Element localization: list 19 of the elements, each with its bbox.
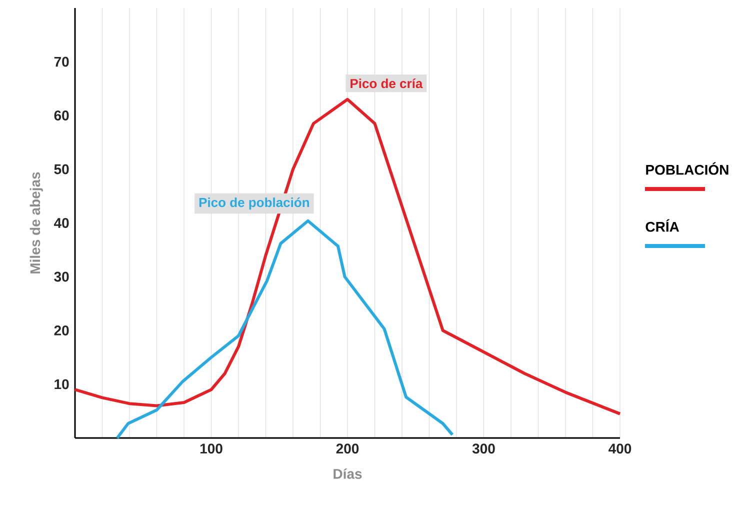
y-tick-label: 20 (54, 326, 69, 336)
x-tick-label: 300 (472, 444, 495, 454)
x-tick-label: 200 (336, 444, 359, 454)
x-axis-title: Días (334, 468, 362, 479)
line-series (74, 98, 622, 416)
y-tick-label: 30 (54, 272, 69, 282)
y-tick-label: 10 (54, 379, 69, 390)
y-tick-label: 40 (54, 218, 69, 228)
annotation: Pico de cría (350, 78, 423, 88)
line-series (116, 219, 454, 440)
text: CRÍA (646, 219, 680, 232)
x-tick-label: 400 (608, 444, 632, 454)
y-tick-label: 60 (54, 110, 69, 120)
annotation: Pico de población (199, 197, 309, 210)
text: POBLACIÓN (646, 162, 728, 175)
y-axis-title: Miles de abejas (30, 172, 43, 274)
y-tick-label: 50 (54, 164, 69, 174)
y-tick-label: 70 (54, 56, 69, 67)
x-tick-label: 100 (200, 444, 222, 454)
